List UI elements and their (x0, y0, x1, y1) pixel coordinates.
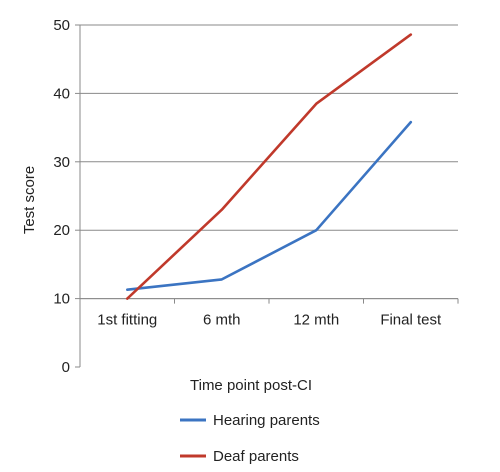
y-axis-label: Test score (21, 166, 38, 234)
series-line-0 (126, 120, 413, 291)
y-tick-labels: 0 10 20 30 40 50 (53, 17, 70, 376)
x-axis-label: Time point post-CI (190, 377, 312, 394)
x-tick-label-2: 12 mth (293, 312, 339, 329)
y-tick-label-0: 0 (62, 359, 70, 376)
legend-label-1: Deaf parents (213, 448, 299, 465)
axes (75, 24, 459, 368)
x-tick-label-3: Final test (380, 312, 442, 329)
series-lines (126, 33, 413, 300)
gridlines (80, 24, 458, 300)
y-tick-label-20: 20 (53, 222, 70, 239)
x-tick-labels: 1st fitting 6 mth 12 mth Final test (97, 312, 442, 329)
legend-label-0: Hearing parents (213, 412, 320, 429)
y-tick-label-50: 50 (53, 17, 70, 34)
legend: Hearing parents Deaf parents (180, 412, 320, 465)
series-line-1 (126, 33, 413, 300)
y-tick-label-30: 30 (53, 154, 70, 171)
y-tick-label-40: 40 (53, 85, 70, 102)
x-tick-label-1: 6 mth (203, 312, 241, 329)
x-tick-label-0: 1st fitting (97, 312, 157, 329)
y-tick-label-10: 10 (53, 291, 70, 308)
